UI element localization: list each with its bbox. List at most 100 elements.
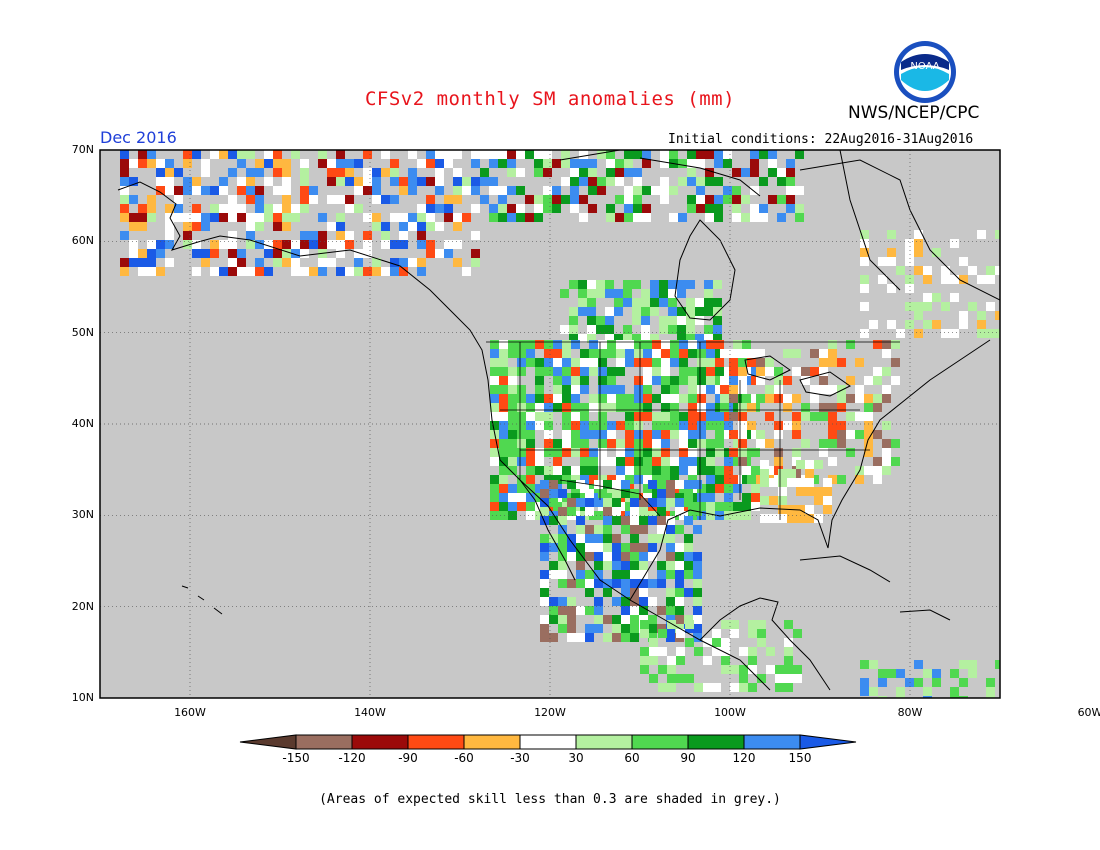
anomaly-cell <box>273 204 282 213</box>
anomaly-cell <box>605 316 614 325</box>
anomaly-cell <box>615 159 624 168</box>
anomaly-cell <box>706 367 715 376</box>
anomaly-cell <box>688 385 697 394</box>
anomaly-cell <box>549 606 558 615</box>
anomaly-cell <box>633 168 642 177</box>
anomaly-cell <box>156 249 165 258</box>
anomaly-cell <box>580 349 589 358</box>
anomaly-cell <box>598 412 607 421</box>
anomaly-cell <box>598 421 607 430</box>
anomaly-cell <box>959 257 968 266</box>
anomaly-cell <box>713 307 722 316</box>
anomaly-cell <box>715 502 724 511</box>
anomaly-cell <box>517 421 526 430</box>
anomaly-cell <box>684 498 693 507</box>
anomaly-cell <box>417 177 426 186</box>
anomaly-cell <box>668 307 677 316</box>
anomaly-cell <box>688 340 697 349</box>
anomaly-cell <box>624 213 633 222</box>
anomaly-cell <box>561 150 570 159</box>
anomaly-cell <box>264 159 273 168</box>
anomaly-cell <box>643 394 652 403</box>
anomaly-cell <box>641 325 650 334</box>
anomaly-cell <box>733 502 742 511</box>
anomaly-cell <box>569 307 578 316</box>
anomaly-cell <box>471 204 480 213</box>
anomaly-cell <box>652 448 661 457</box>
anomaly-cell <box>814 487 823 496</box>
anomaly-cell <box>499 367 508 376</box>
anomaly-cell <box>661 340 670 349</box>
anomaly-cell <box>594 561 603 570</box>
anomaly-cell <box>777 177 786 186</box>
anomaly-cell <box>585 489 594 498</box>
anomaly-cell <box>558 525 567 534</box>
anomaly-cell <box>891 439 900 448</box>
anomaly-cell <box>570 177 579 186</box>
anomaly-cell <box>774 367 783 376</box>
anomaly-cell <box>652 475 661 484</box>
colorbar-swatch <box>463 734 521 750</box>
anomaly-cell <box>855 394 864 403</box>
colorbar-label: -150 <box>282 751 310 765</box>
anomaly-cell <box>639 525 648 534</box>
anomaly-cell <box>668 298 677 307</box>
anomaly-cell <box>508 466 517 475</box>
anomaly-cell <box>183 186 192 195</box>
colorbar-arrow-high <box>799 734 857 750</box>
anomaly-cell <box>453 186 462 195</box>
anomaly-cell <box>738 430 747 439</box>
anomaly-cell <box>201 222 210 231</box>
anomaly-cell <box>784 674 793 683</box>
initial-conditions: Initial conditions: 22Aug2016-31Aug2016 <box>668 132 974 147</box>
anomaly-cell <box>660 159 669 168</box>
anomaly-cell <box>923 669 932 678</box>
anomaly-cell <box>697 466 706 475</box>
anomaly-cell <box>828 358 837 367</box>
anomaly-cell <box>724 421 733 430</box>
anomaly-cell <box>675 615 684 624</box>
anomaly-cell <box>732 213 741 222</box>
anomaly-cell <box>704 325 713 334</box>
anomaly-cell <box>724 475 733 484</box>
anomaly-cell <box>640 629 649 638</box>
anomaly-cell <box>156 186 165 195</box>
anomaly-cell <box>508 493 517 502</box>
anomaly-cell <box>552 159 561 168</box>
anomaly-cell <box>282 159 291 168</box>
anomaly-cell <box>751 394 760 403</box>
anomaly-cell <box>634 475 643 484</box>
anomaly-cell <box>729 448 738 457</box>
anomaly-cell <box>273 150 282 159</box>
anomaly-cell <box>650 307 659 316</box>
anomaly-cell <box>796 487 805 496</box>
anomaly-cell <box>959 678 968 687</box>
anomaly-cell <box>246 177 255 186</box>
anomaly-cell <box>571 439 580 448</box>
anomaly-cell <box>688 439 697 448</box>
anomaly-cell <box>534 159 543 168</box>
anomaly-cell <box>639 561 648 570</box>
anomaly-cell <box>670 412 679 421</box>
anomaly-cell <box>643 466 652 475</box>
anomaly-cell <box>147 204 156 213</box>
anomaly-cell <box>517 349 526 358</box>
anomaly-cell <box>661 475 670 484</box>
anomaly-cell <box>742 475 751 484</box>
anomaly-cell <box>120 168 129 177</box>
anomaly-cell <box>659 280 668 289</box>
anomaly-cell <box>499 340 508 349</box>
anomaly-cell <box>693 615 702 624</box>
anomaly-cell <box>571 340 580 349</box>
anomaly-cell <box>327 240 336 249</box>
anomaly-cell <box>490 502 499 511</box>
anomaly-cell <box>742 340 751 349</box>
anomaly-cell <box>715 439 724 448</box>
anomaly-cell <box>887 257 896 266</box>
lon-label: 60W <box>1077 706 1100 719</box>
anomaly-cell <box>471 177 480 186</box>
anomaly-cell <box>309 186 318 195</box>
anomaly-cell <box>750 150 759 159</box>
anomaly-cell <box>905 257 914 266</box>
anomaly-cell <box>724 502 733 511</box>
